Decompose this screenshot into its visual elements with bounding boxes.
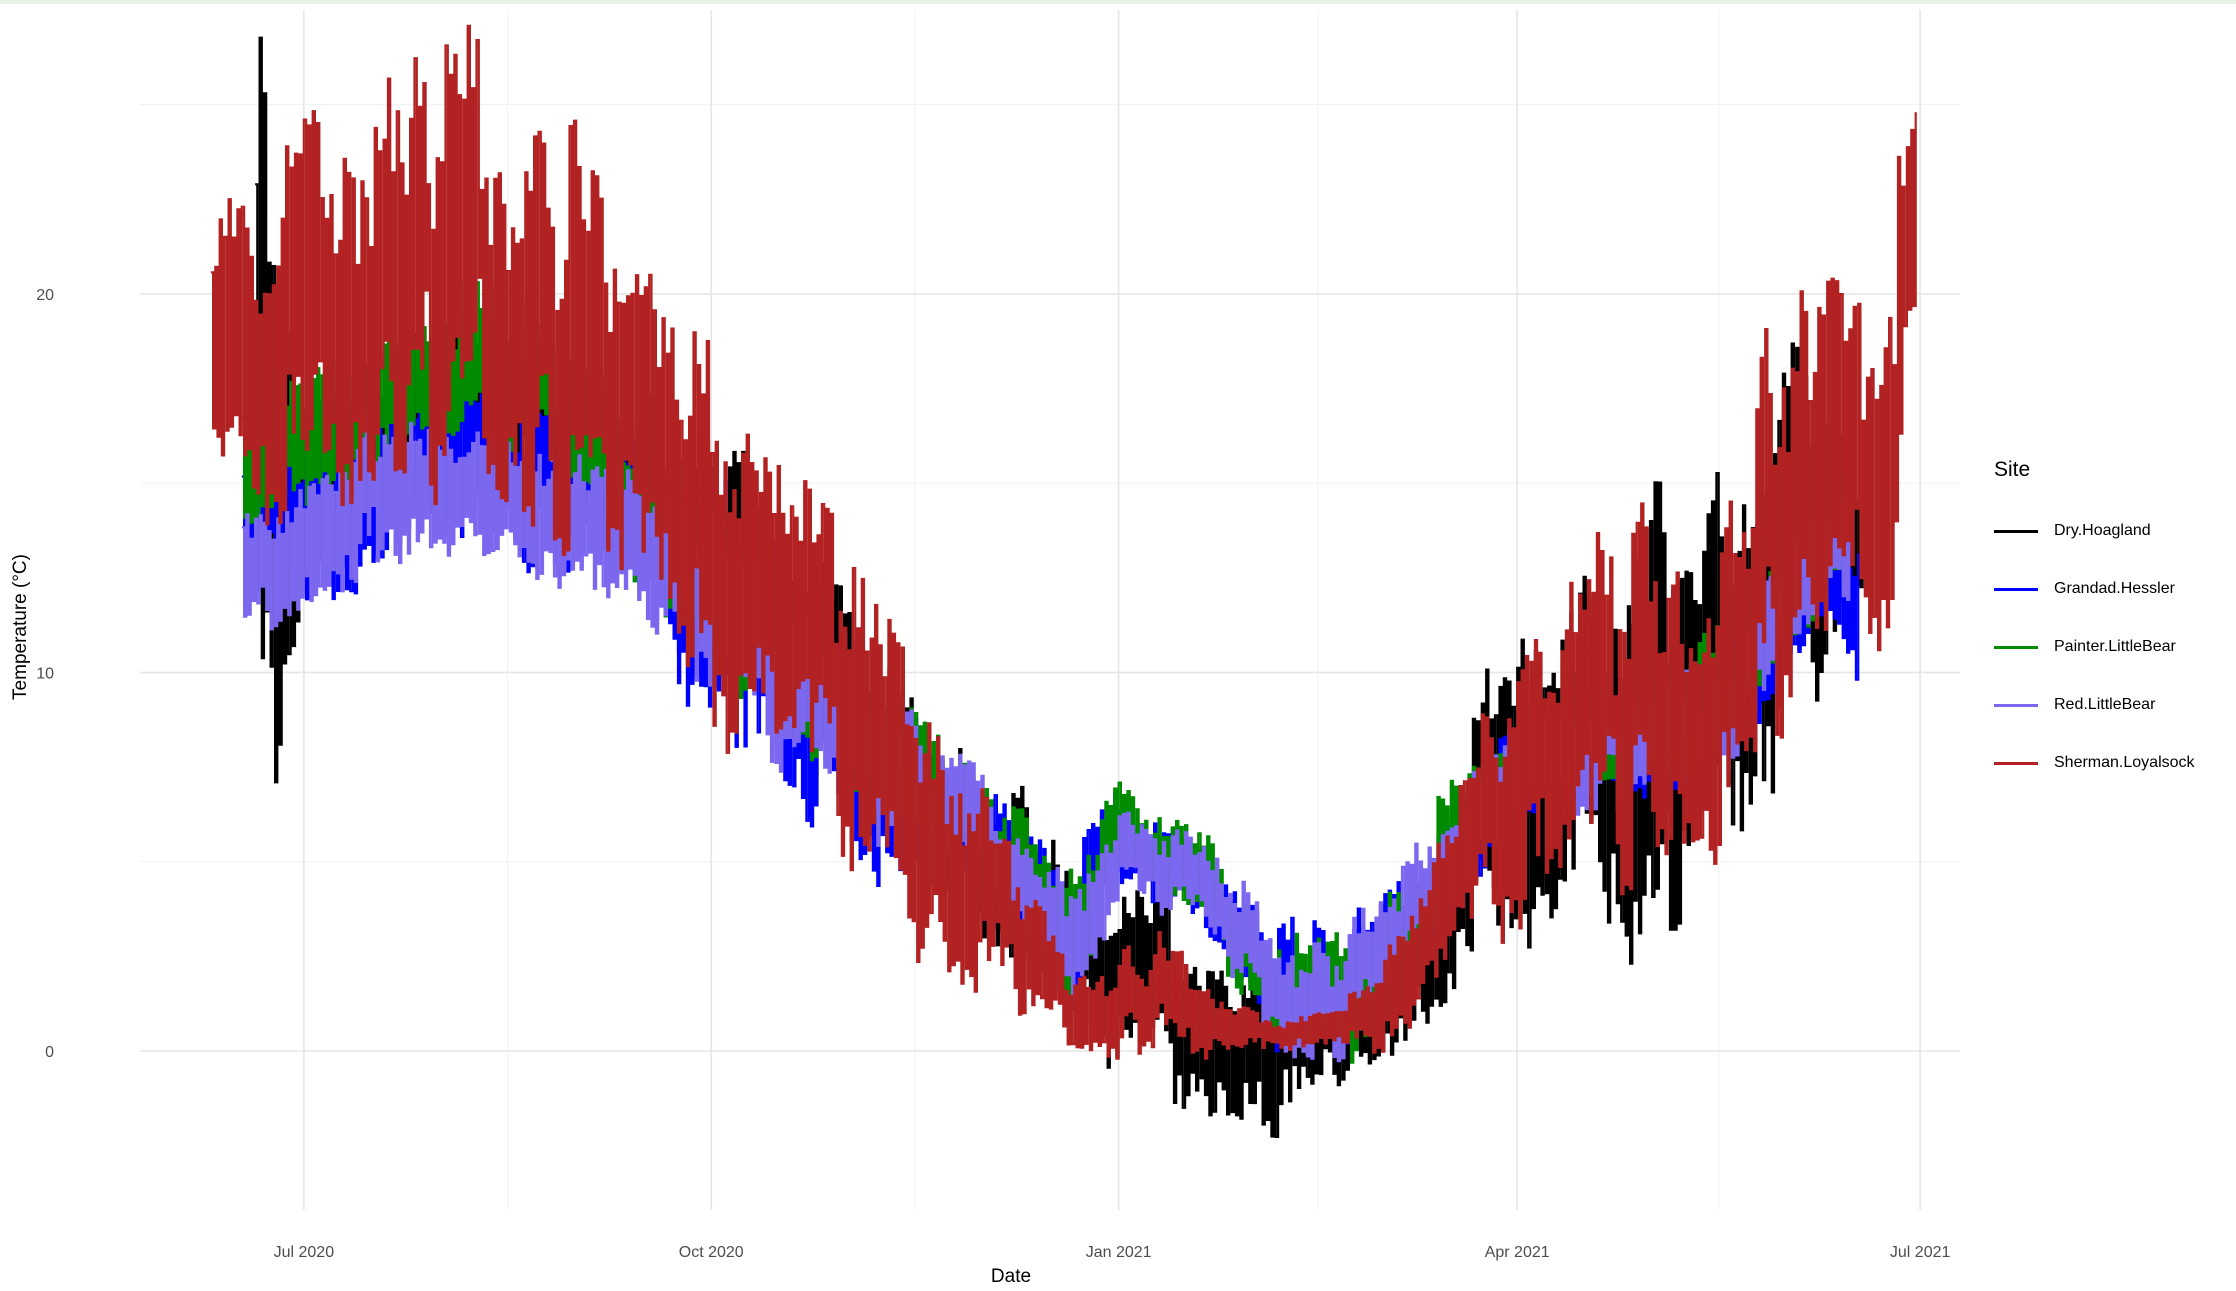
legend-label: Sherman.Loyalsock bbox=[2054, 754, 2195, 771]
legend-label: Grandad.Hessler bbox=[2054, 580, 2175, 597]
y-axis-ticks: 0 10 20 bbox=[36, 287, 54, 1061]
legend-label: Red.LittleBear bbox=[2054, 696, 2156, 713]
x-axis-title: Date bbox=[991, 1266, 1031, 1287]
y-tick-label: 10 bbox=[36, 665, 54, 682]
legend-item: Sherman.Loyalsock bbox=[1994, 734, 2229, 792]
legend-swatch bbox=[1994, 703, 2038, 707]
y-axis-title: Temperature (°C) bbox=[10, 554, 31, 700]
x-axis-ticks: Jul 2020 Oct 2020 Jan 2021 Apr 2021 Jul 2021 bbox=[274, 1244, 1951, 1261]
series-layer bbox=[210, 24, 1917, 1138]
y-tick-label: 0 bbox=[45, 1044, 54, 1061]
legend-swatch bbox=[1994, 761, 2038, 765]
legend: Site Dry.Hoagland Grandad.Hessler Painter.… bbox=[1994, 458, 2229, 792]
legend-label: Painter.LittleBear bbox=[2054, 638, 2176, 655]
x-tick-label: Oct 2020 bbox=[679, 1244, 744, 1261]
x-tick-label: Jan 2021 bbox=[1086, 1244, 1152, 1261]
legend-item: Painter.LittleBear bbox=[1994, 618, 2229, 676]
legend-item: Dry.Hoagland bbox=[1994, 502, 2229, 560]
x-tick-label: Apr 2021 bbox=[1485, 1244, 1550, 1261]
legend-item: Grandad.Hessler bbox=[1994, 560, 2229, 618]
legend-items: Dry.Hoagland Grandad.Hessler Painter.Littl… bbox=[1994, 502, 2229, 792]
legend-swatch bbox=[1994, 529, 2038, 533]
legend-label: Dry.Hoagland bbox=[2054, 522, 2151, 539]
y-tick-label: 20 bbox=[36, 287, 54, 304]
legend-title: Site bbox=[1994, 458, 2031, 481]
x-tick-label: Jul 2020 bbox=[274, 1244, 335, 1261]
legend-item: Red.LittleBear bbox=[1994, 676, 2229, 734]
top-rule bbox=[0, 0, 2236, 4]
series-line-sherman-loyalsock bbox=[210, 24, 1917, 1060]
legend-swatch bbox=[1994, 645, 2038, 649]
x-tick-label: Jul 2021 bbox=[1890, 1244, 1951, 1261]
legend-swatch bbox=[1994, 587, 2038, 591]
